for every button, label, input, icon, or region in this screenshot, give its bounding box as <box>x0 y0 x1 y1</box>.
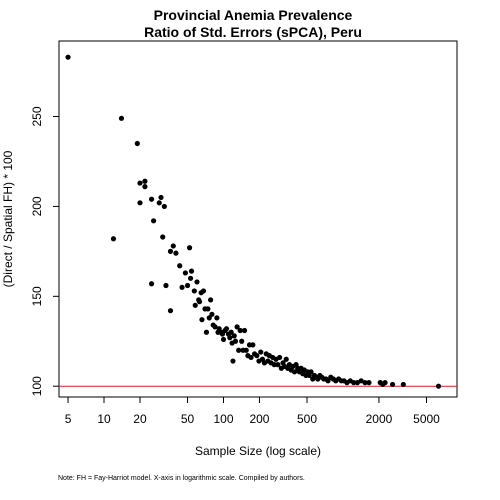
x-axis-label: Sample Size (log scale) <box>195 444 321 458</box>
data-point <box>196 299 203 305</box>
data-point <box>137 180 143 186</box>
chart-title-line-2: Ratio of Std. Errors (sPCA), Peru <box>144 24 362 40</box>
data-point <box>167 308 174 314</box>
x-tick-label: 5 <box>65 412 72 426</box>
data-point <box>163 282 169 289</box>
x-tick-label: 50 <box>181 412 195 426</box>
data-point <box>137 200 143 206</box>
data-point <box>167 248 174 254</box>
data-point <box>283 356 289 362</box>
x-tick-label: 100 <box>213 412 233 426</box>
y-tick-label: 100 <box>30 376 44 396</box>
data-point <box>236 347 242 353</box>
data-point <box>243 347 249 353</box>
data-point <box>182 270 189 276</box>
data-point <box>239 338 245 344</box>
data-point <box>325 378 331 384</box>
data-point <box>389 381 396 388</box>
x-axis: 5 10 20 50 100 200 500 2000 5000 <box>65 397 440 426</box>
data-point <box>435 383 442 389</box>
data-point <box>275 362 281 368</box>
data-point <box>194 279 200 285</box>
y-axis-label: (Direct / Spatial FH) * 100 <box>1 150 15 287</box>
x-tick-label: 20 <box>133 412 147 426</box>
data-point <box>179 284 185 290</box>
data-point <box>248 354 254 361</box>
data-point <box>308 369 314 375</box>
data-point <box>142 178 148 184</box>
data-point <box>170 243 176 249</box>
data-point <box>203 329 210 335</box>
chart-title-line-1: Provincial Anemia Prevalence <box>154 7 353 23</box>
data-point <box>191 288 197 294</box>
data-point <box>223 326 230 332</box>
x-tick-label: 10 <box>97 412 111 426</box>
data-point <box>362 380 368 386</box>
data-point <box>158 194 164 201</box>
data-point <box>219 331 226 337</box>
data-point <box>134 140 140 147</box>
data-point <box>208 297 214 303</box>
data-point <box>212 324 218 330</box>
data-point <box>177 263 183 269</box>
y-tick-label: 250 <box>30 106 44 126</box>
data-point <box>209 311 215 317</box>
data-point <box>228 329 234 335</box>
data-points <box>65 54 442 389</box>
data-point <box>351 380 357 386</box>
data-point <box>366 380 372 386</box>
y-tick-label: 150 <box>30 286 44 306</box>
data-point <box>400 381 406 388</box>
data-point <box>187 275 194 281</box>
data-point <box>184 282 191 289</box>
plot-frame <box>58 40 458 398</box>
data-point <box>148 281 155 287</box>
data-point <box>150 218 157 224</box>
data-point <box>254 353 260 359</box>
y-tick-label: 200 <box>30 196 44 216</box>
footnote: Note: FH = Fay-Harriot model. X-axis in … <box>58 475 305 482</box>
data-point <box>258 349 264 355</box>
data-point <box>200 288 207 294</box>
data-point <box>358 378 364 384</box>
x-tick-label: 5000 <box>413 412 440 426</box>
data-point <box>220 336 227 343</box>
data-point <box>188 268 195 274</box>
y-axis: 100 150 200 250 <box>30 106 59 396</box>
data-point <box>192 302 198 308</box>
data-point <box>160 234 166 240</box>
data-point <box>142 184 148 190</box>
data-point <box>241 327 248 334</box>
x-tick-label: 2000 <box>366 412 393 426</box>
data-point <box>148 196 155 202</box>
data-point <box>199 317 205 323</box>
data-point <box>156 200 162 206</box>
data-point <box>65 54 71 60</box>
data-point <box>110 236 117 242</box>
data-point <box>271 362 277 368</box>
x-tick-label: 500 <box>297 412 317 426</box>
data-point <box>214 315 220 321</box>
data-point <box>231 333 237 339</box>
data-point <box>237 327 243 334</box>
data-point <box>277 354 283 361</box>
data-point <box>206 315 212 321</box>
data-point <box>250 342 256 348</box>
data-point <box>227 335 233 341</box>
x-tick-label: 200 <box>249 412 269 426</box>
data-point <box>234 324 240 330</box>
data-point <box>230 358 236 364</box>
data-point <box>382 380 388 386</box>
data-point <box>232 338 239 344</box>
data-point <box>205 306 211 312</box>
data-point <box>291 369 298 375</box>
data-point <box>118 115 125 121</box>
data-point <box>173 250 179 256</box>
data-point <box>186 245 193 251</box>
data-point <box>161 203 167 210</box>
